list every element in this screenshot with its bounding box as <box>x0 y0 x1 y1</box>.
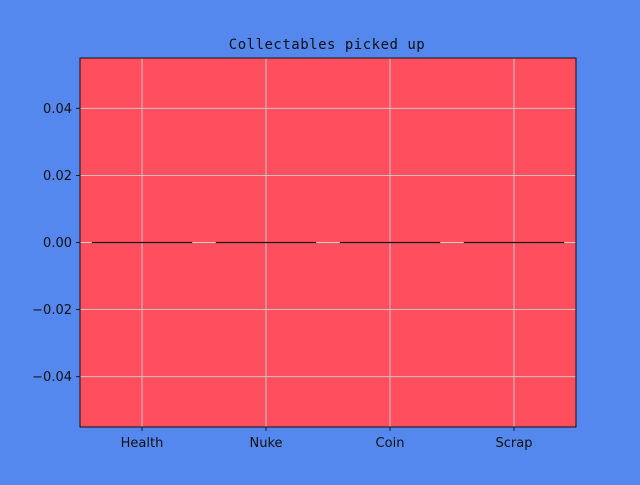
x-tick-label-coin: Coin <box>376 436 405 451</box>
chart-title: Collectables picked up <box>229 37 425 53</box>
x-tick-label-health: Health <box>121 436 164 451</box>
y-tick-label: −0.04 <box>32 370 72 385</box>
y-tick-label: 0.04 <box>43 102 72 117</box>
y-tick-label: −0.02 <box>32 303 72 318</box>
x-tick-label-nuke: Nuke <box>249 436 282 451</box>
y-tick-label: 0.02 <box>43 169 72 184</box>
x-tick-label-scrap: Scrap <box>496 436 533 451</box>
y-tick-label: 0.00 <box>43 236 72 251</box>
